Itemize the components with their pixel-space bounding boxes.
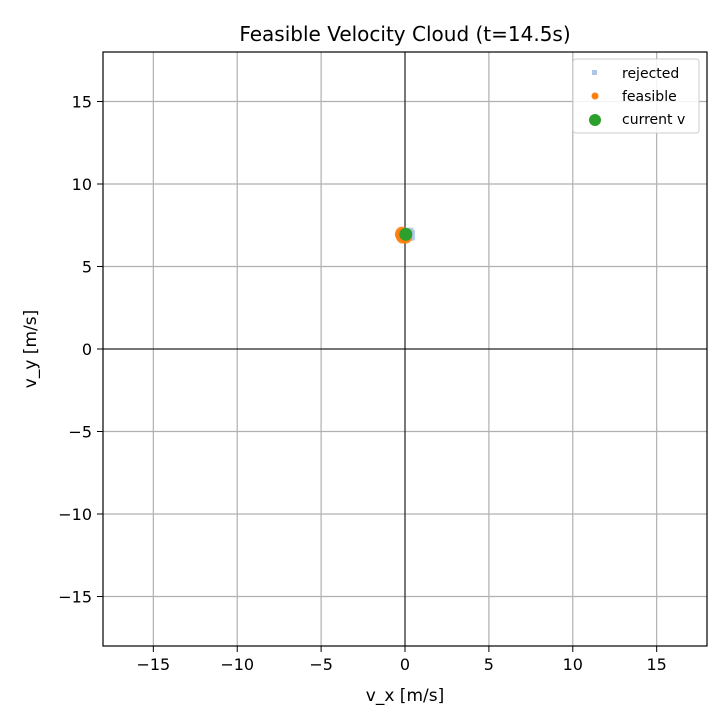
x-axis-label: v_x [m/s] — [366, 686, 444, 706]
y-tick-label-5: 10 — [72, 175, 92, 194]
legend-box — [572, 58, 700, 134]
legend-marker-current-v — [589, 114, 601, 126]
legend-marker-feasible — [591, 92, 599, 100]
y-tick-label-2: −5 — [68, 423, 92, 442]
y-tick-label-4: 5 — [82, 258, 92, 277]
legend-label-feasible: feasible — [622, 89, 677, 105]
x-tick-label-5: 10 — [563, 655, 583, 674]
y-tick-label-1: −10 — [58, 505, 92, 524]
legend-marker-rejected — [592, 70, 597, 75]
y-tick-label-6: 15 — [72, 93, 92, 112]
x-tick-label-0: −15 — [136, 655, 170, 674]
axis-ticks: −15 −10 −5 0 5 10 15 −15 −10 −5 0 5 10 15 — [58, 93, 667, 675]
legend-label-rejected: rejected — [622, 66, 679, 82]
x-tick-label-4: 5 — [484, 655, 494, 674]
y-tick-label-3: 0 — [82, 340, 92, 359]
x-tick-label-2: −5 — [309, 655, 333, 674]
chart-title: Feasible Velocity Cloud (t=14.5s) — [239, 22, 570, 46]
legend-label-current-v: current v — [622, 112, 685, 128]
y-tick-label-0: −15 — [58, 588, 92, 607]
scatter-points — [394, 226, 416, 244]
point-current-v-0 — [399, 227, 413, 241]
x-tick-label-1: −10 — [220, 655, 254, 674]
zero-axis-lines — [103, 52, 707, 646]
x-tick-label-3: 0 — [400, 655, 410, 674]
legend: rejected feasible current v — [572, 58, 700, 134]
y-axis-label: v_y [m/s] — [21, 310, 41, 388]
x-tick-label-6: 15 — [646, 655, 666, 674]
